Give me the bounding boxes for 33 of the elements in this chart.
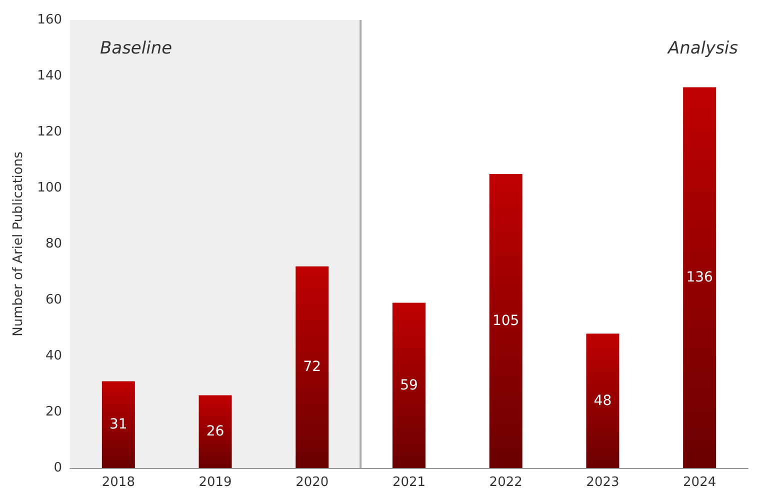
y-tick-label: 40 — [45, 348, 62, 364]
y-tick-label: 120 — [37, 124, 62, 140]
y-tick-label: 160 — [37, 12, 62, 28]
bar — [489, 174, 522, 468]
y-tick-label: 80 — [45, 236, 62, 252]
bar — [198, 395, 232, 468]
data-label: 59 — [400, 377, 418, 394]
x-tick-label: 2019 — [198, 475, 232, 490]
bar — [683, 87, 716, 468]
y-tick-label: 20 — [45, 404, 62, 420]
x-tick-label: 2020 — [296, 475, 329, 490]
data-label: 26 — [206, 424, 224, 440]
y-axis-title: Number of Ariel Publications — [11, 151, 26, 336]
x-tick-label: 2018 — [102, 475, 135, 490]
data-label: 48 — [594, 392, 612, 409]
x-tick-label: 2024 — [683, 475, 716, 490]
data-label: 105 — [492, 313, 520, 329]
bar — [102, 381, 135, 468]
bar — [586, 334, 620, 468]
x-tick-label: 2021 — [392, 475, 426, 490]
data-label: 72 — [303, 359, 322, 376]
x-tick-label: 2022 — [489, 475, 522, 490]
y-tick-label: 100 — [37, 180, 62, 196]
data-label: 31 — [110, 416, 128, 433]
data-label: 136 — [686, 270, 714, 286]
bar — [296, 266, 329, 468]
band-label: Baseline — [100, 38, 172, 58]
bar — [392, 302, 426, 468]
annotation: Analysis — [666, 38, 738, 58]
y-tick-label: 0 — [54, 460, 62, 476]
y-tick-label: 140 — [37, 68, 62, 84]
x-tick-label: 2023 — [586, 475, 620, 490]
y-tick-label: 60 — [45, 292, 62, 308]
